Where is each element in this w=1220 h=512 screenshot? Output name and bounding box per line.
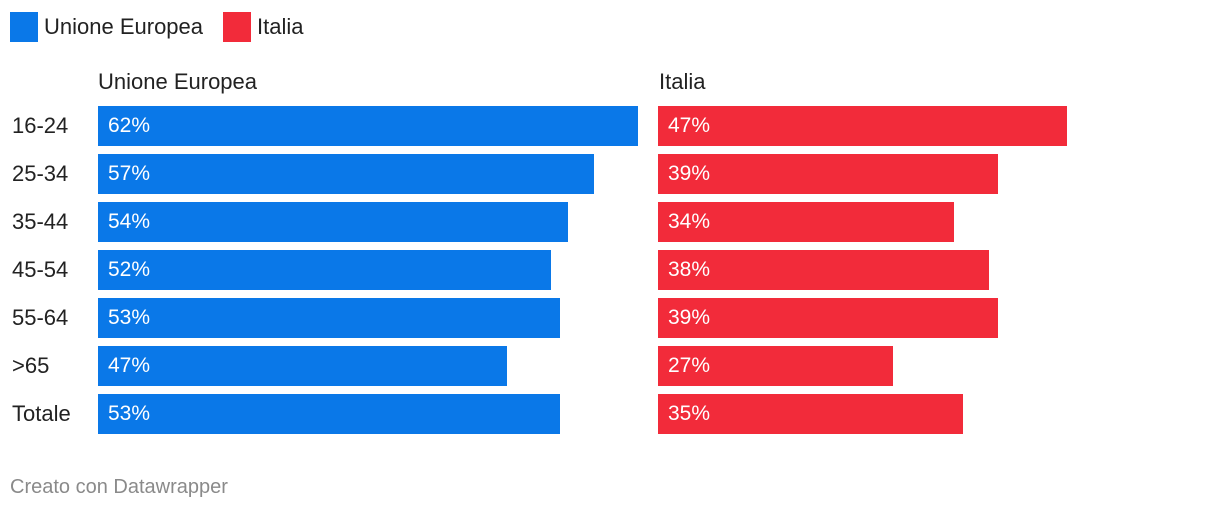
bar-value-eu: 57% — [108, 162, 151, 185]
bar-italy — [658, 298, 998, 338]
bar-eu — [98, 106, 638, 146]
legend-item-italy: Italia — [223, 12, 304, 42]
chart-legend: Unione Europea Italia — [10, 12, 324, 42]
bar-eu — [98, 346, 507, 386]
panel-title-eu: Unione Europea — [98, 69, 258, 94]
bar-value-eu: 62% — [108, 114, 151, 137]
bar-value-italy: 27% — [668, 354, 711, 377]
legend-label-eu: Unione Europea — [44, 14, 204, 39]
bar-value-eu: 53% — [108, 402, 151, 425]
bar-italy — [658, 250, 989, 290]
category-label: >65 — [12, 353, 50, 378]
bar-eu — [98, 250, 551, 290]
bar-eu — [98, 298, 560, 338]
bar-value-italy: 38% — [668, 258, 711, 281]
bar-value-italy: 47% — [668, 114, 711, 137]
legend-swatch-italy — [223, 12, 252, 42]
category-label: 16-24 — [12, 113, 69, 138]
bar-value-eu: 52% — [108, 258, 151, 281]
bar-eu — [98, 154, 594, 194]
bar-value-italy: 39% — [668, 306, 711, 329]
bar-value-italy: 35% — [668, 402, 711, 425]
legend-item-eu: Unione Europea — [10, 12, 203, 42]
bar-value-italy: 39% — [668, 162, 711, 185]
bar-eu — [98, 394, 560, 434]
bar-value-eu: 54% — [108, 210, 151, 233]
bar-value-italy: 34% — [668, 210, 711, 233]
bar-value-eu: 47% — [108, 354, 151, 377]
legend-swatch-eu — [10, 12, 38, 42]
bar-eu — [98, 202, 568, 242]
panel-title-italy: Italia — [659, 69, 706, 94]
category-label: Totale — [12, 401, 71, 426]
bar-value-eu: 53% — [108, 306, 151, 329]
legend-label-italy: Italia — [257, 14, 304, 39]
category-label: 55-64 — [12, 305, 69, 330]
footer-credit: Creato con Datawrapper — [10, 476, 228, 498]
category-label: 35-44 — [12, 209, 69, 234]
bar-italy — [658, 202, 954, 242]
category-label: 25-34 — [12, 161, 69, 186]
bar-italy — [658, 154, 998, 194]
bar-italy — [658, 346, 893, 386]
bar-italy — [658, 394, 963, 434]
category-label: 45-54 — [12, 257, 69, 282]
bar-italy — [658, 106, 1067, 146]
